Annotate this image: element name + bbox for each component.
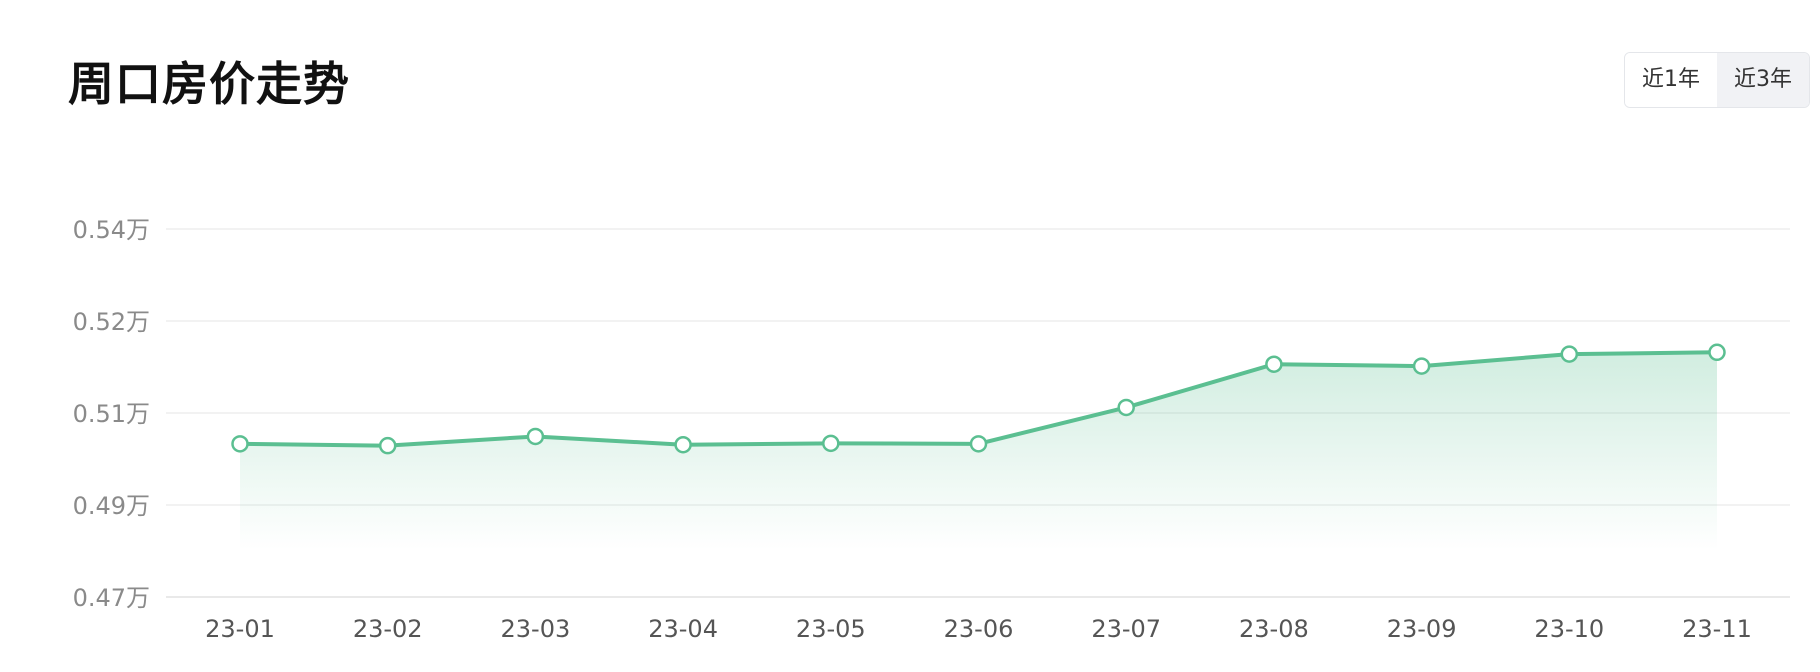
x-tick-label: 23-04	[648, 615, 718, 643]
label-layer: 0.47万 0.49万 0.51万 0.52万 0.54万 23-01 23-02 23-03…	[73, 216, 1752, 643]
data-point[interactable]	[1412, 357, 1431, 375]
y-tick-label: 0.47万	[73, 584, 150, 612]
data-point[interactable]	[1117, 398, 1135, 417]
data-point[interactable]	[822, 434, 840, 453]
page-title: 周口房价走势	[68, 57, 350, 111]
x-tick-label: 23-02	[353, 615, 423, 643]
x-tick-label: 23-07	[1091, 615, 1161, 643]
y-tick-label: 0.52万	[73, 308, 150, 336]
data-point[interactable]	[969, 435, 988, 453]
range-3y-button[interactable]: 近3年	[1717, 53, 1809, 107]
y-tick-label: 0.54万	[73, 216, 150, 244]
x-tick-label: 23-03	[501, 615, 571, 643]
data-point[interactable]	[231, 435, 249, 453]
x-tick-label: 23-01	[205, 615, 275, 643]
x-tick-label: 23-11	[1682, 615, 1752, 643]
x-tick-label: 23-10	[1534, 615, 1604, 643]
range-1y-button[interactable]: 近1年	[1625, 53, 1717, 107]
x-tick-label: 23-08	[1239, 615, 1309, 643]
x-tick-label: 23-06	[944, 615, 1014, 643]
data-point[interactable]	[526, 427, 545, 446]
data-point[interactable]	[1265, 355, 1283, 373]
data-point[interactable]	[674, 435, 692, 454]
data-point[interactable]	[1708, 343, 1726, 362]
data-point[interactable]	[378, 436, 397, 455]
data-point[interactable]	[1560, 345, 1579, 363]
x-tick-label: 23-05	[796, 615, 866, 643]
y-tick-label: 0.49万	[73, 492, 150, 520]
y-tick-label: 0.51万	[73, 400, 150, 428]
x-tick-label: 23-09	[1387, 615, 1457, 643]
point-layer	[231, 343, 1726, 455]
range-toggle: 近1年 近3年	[1624, 52, 1810, 108]
